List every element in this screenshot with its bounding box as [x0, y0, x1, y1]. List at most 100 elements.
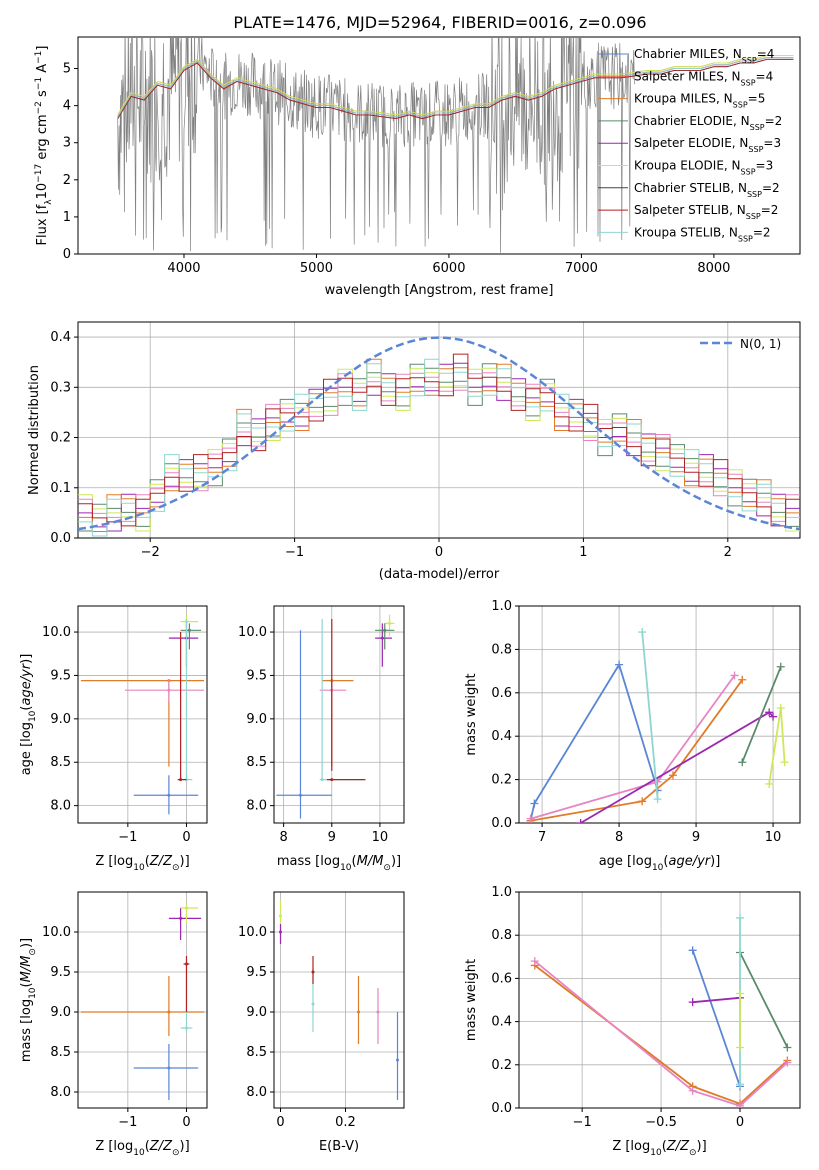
weight-marker-pink: [526, 814, 535, 823]
panel-mass_vs_ebv: 0 0.2 8.0 8.5 9.0 9.5 10.0 E(B-V): [238, 891, 405, 1154]
weight-line-kroupa_miles: [530, 679, 744, 822]
point-pink: [376, 1010, 380, 1014]
tick-label-y: 0.1: [50, 481, 71, 496]
weight_vs_Z-xlabel-part: ⊙: [689, 1148, 697, 1158]
spectrum-ylabel-part: erg cm: [35, 114, 50, 163]
tick-label-y: 0.6: [491, 686, 512, 701]
legend-entry-kroupa_miles: Kroupa MILES, NSSP=5: [634, 92, 765, 110]
tick-label-y: 0.0: [491, 1101, 512, 1116]
weight_vs_Z-xlabel-part: )]: [697, 1139, 707, 1154]
weight-marker-pink: [730, 671, 739, 680]
tick-label-x: 0: [276, 1115, 284, 1130]
tick-label-x: 10: [372, 830, 389, 845]
age_vs_mass-xlabel-part: 10: [340, 863, 352, 873]
age_vs_Z-ylabel-part: (: [19, 706, 34, 711]
tick-label-x: −2: [141, 545, 160, 560]
age_vs_mass-xlabel: mass [log10(M/M⊙)]: [277, 854, 401, 873]
legend-entry-kroupa_stelib: Kroupa STELIB, NSSP=2: [634, 225, 771, 243]
tick-label-y: 8.5: [50, 755, 71, 770]
age_vs_Z-ylabel-part: 10: [28, 710, 38, 722]
weight-marker-pink: [530, 957, 539, 966]
weight-line-salpeter_elodie: [580, 711, 774, 823]
legend-base: Salpeter STELIB, N: [634, 203, 746, 217]
legend-val: =2: [762, 181, 780, 195]
panel-mass_vs_Z: −1 08.08.59.09.510.0Z [log10(Z/Z⊙)]mass […: [19, 891, 208, 1158]
weight_vs_age-xlabel-part: (: [663, 854, 668, 869]
tick-label-y: 5: [63, 62, 71, 77]
weight-marker-salpeter_elodie: [688, 998, 697, 1007]
mass_vs_Z-xlabel-part: )]: [180, 1139, 190, 1154]
tick-label-x: 9: [692, 830, 700, 845]
age_vs_mass-xlabel-part: mass [log: [277, 854, 340, 869]
point-kroupa_stelib: [184, 1026, 188, 1030]
spectrum-ylabel-part: −17: [34, 164, 44, 183]
weight-marker-kroupa_miles: [668, 771, 677, 780]
spectrum-ylabel-part: ]: [35, 46, 50, 51]
spectrum-ylabel-part: −2: [34, 101, 44, 114]
spectrum-ylabel-part: 10: [35, 183, 50, 200]
legend-sub: SSP: [741, 167, 756, 176]
tick-label-y: 8.0: [50, 1085, 71, 1100]
weight-marker-chabrier_elodie: [776, 662, 785, 671]
weight-marker-kroupa_elodie: [736, 1043, 745, 1052]
point-salpeter_stelib: [179, 778, 183, 782]
axes-frame: [273, 605, 405, 824]
tick-label-x: −1: [118, 830, 137, 845]
age_vs_Z-ylabel: age [log10(age/yr)]: [19, 654, 38, 776]
weight-line-pink: [530, 674, 736, 820]
tick-label-y: 8.0: [50, 799, 71, 814]
age_vs_Z-xlabel-part: ⊙: [172, 863, 180, 873]
tick-label-x: −1: [118, 1115, 137, 1130]
tick-label-y: 10.0: [42, 925, 71, 940]
tick-label-y: 1.0: [491, 885, 512, 900]
legend-entry-chabrier_miles: Chabrier MILES, NSSP=4: [634, 47, 774, 65]
age_vs_mass-xlabel-part: (: [352, 854, 357, 869]
age_vs_Z-xlabel-part: Z [log: [95, 854, 133, 869]
legend-sub: SSP: [738, 234, 753, 243]
spectrum-model-kroupa_stelib: [117, 56, 794, 118]
tick-label-x: 4000: [167, 261, 200, 276]
legend-sub: SSP: [750, 122, 765, 131]
tick-label-x: 9: [328, 830, 336, 845]
spectrum-ylabel-part: Flux [f: [35, 204, 50, 245]
normal-curve: [78, 336, 800, 531]
weight-marker-kroupa_elodie: [776, 703, 785, 712]
weight_vs_Z-xlabel-part: 10: [650, 1148, 662, 1158]
weight-marker-kroupa_elodie: [765, 779, 774, 788]
legend-base: Chabrier ELODIE, N: [634, 114, 750, 128]
weight-marker-salpeter_elodie: [576, 819, 585, 823]
mass_vs_ebv-xlabel-part: E(B-V): [319, 1139, 359, 1154]
point-kroupa_stelib: [320, 778, 324, 782]
tick-label-y: 8.5: [246, 755, 267, 770]
weight_vs_age-xlabel: age [log10(age/yr)]: [599, 854, 721, 873]
plot-area: [117, 37, 794, 253]
point-pink: [167, 688, 171, 692]
weight-line-salpeter_elodie: [692, 996, 741, 1004]
tick-label-x: 7: [538, 830, 546, 845]
weight-marker-kroupa_stelib: [653, 795, 662, 804]
plot-area: [78, 336, 800, 537]
mass_vs_Z-ylabel-part: M/M: [19, 956, 34, 983]
mass_vs_Z-xlabel-part: Z [log: [95, 1139, 133, 1154]
tick-label-x: 8: [615, 830, 623, 845]
axes-frame: [273, 891, 405, 1109]
tick-label-x: 10: [765, 830, 782, 845]
age_vs_mass-xlabel-part: ⊙: [383, 863, 391, 873]
tick-label-y: 0.4: [491, 1015, 512, 1030]
figure-title: PLATE=1476, MJD=52964, FIBERID=0016, z=0…: [233, 13, 646, 32]
age_vs_Z-ylabel-part: age/yr: [19, 662, 34, 705]
legend-val: =4: [756, 69, 774, 83]
point-chabrier_elodie: [383, 628, 387, 632]
mass_vs_Z-xlabel-part: (: [145, 1139, 150, 1154]
spectrum-ylabel-part: A: [35, 64, 50, 77]
weight_vs_age-ylabel: mass weight: [464, 673, 479, 755]
weight-marker-kroupa_elodie: [736, 989, 745, 998]
point-kroupa_elodie: [388, 621, 392, 625]
age_vs_Z-xlabel: Z [log10(Z/Z⊙)]: [95, 854, 189, 873]
spectrum-model-kroupa_elodie: [117, 55, 794, 116]
age_vs_Z-xlabel-part: Z/Z: [149, 854, 173, 869]
legend-sub: SSP: [741, 78, 756, 87]
weight_vs_age-xlabel-part: 10: [652, 863, 664, 873]
weight-marker-kroupa_miles: [638, 797, 647, 806]
